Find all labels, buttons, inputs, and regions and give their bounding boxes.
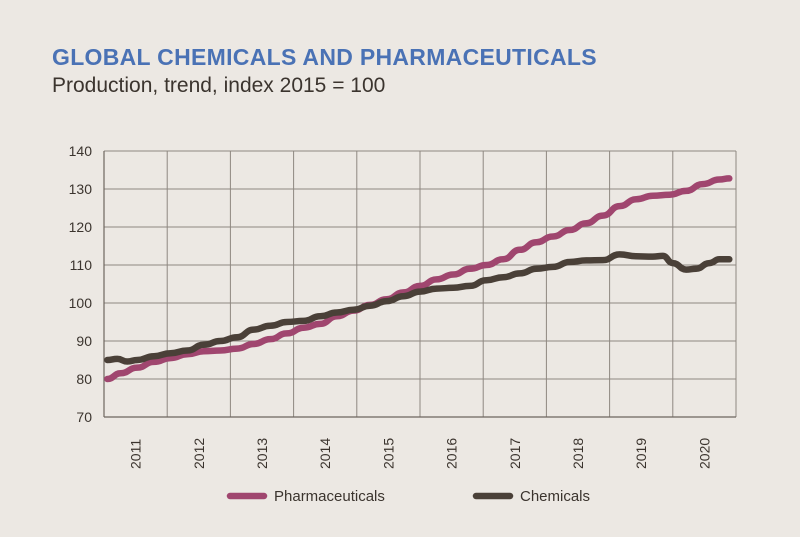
y-tick-label-90: 90 bbox=[76, 333, 92, 349]
x-tick-label-2017: 2017 bbox=[507, 438, 523, 469]
y-tick-label-80: 80 bbox=[76, 371, 92, 387]
x-tick-label-2018: 2018 bbox=[570, 438, 586, 469]
x-tick-label-2012: 2012 bbox=[191, 438, 207, 469]
y-tick-label-120: 120 bbox=[69, 219, 93, 235]
y-tick-label-130: 130 bbox=[69, 181, 93, 197]
x-tick-label-2011: 2011 bbox=[128, 439, 144, 469]
y-axis-ticks: 70 80 90 100 110 120 130 140 bbox=[69, 143, 93, 425]
x-tick-label-2013: 2013 bbox=[254, 438, 270, 469]
legend-label-chemicals: Chemicals bbox=[520, 488, 590, 505]
x-tick-label-2015: 2015 bbox=[380, 438, 396, 469]
y-tick-label-70: 70 bbox=[76, 409, 92, 425]
series-lines bbox=[104, 175, 733, 383]
x-tick-label-2019: 2019 bbox=[633, 438, 649, 469]
y-tick-label-140: 140 bbox=[69, 143, 93, 159]
x-tick-label-2016: 2016 bbox=[444, 438, 460, 469]
chart-subtitle: Production, trend, index 2015 = 100 bbox=[52, 74, 386, 97]
legend: Pharmaceuticals Chemicals bbox=[226, 488, 590, 505]
x-tick-label-2020: 2020 bbox=[696, 438, 712, 469]
chart-title: GLOBAL CHEMICALS AND PHARMACEUTICALS bbox=[52, 44, 597, 70]
x-tick-label-2014: 2014 bbox=[317, 438, 333, 469]
grid-lines bbox=[103, 150, 737, 418]
x-axis-ticks: 2011 2012 2013 2014 2015 2016 2017 2018 2019 2020 bbox=[128, 438, 713, 469]
y-tick-label-110: 110 bbox=[70, 257, 93, 273]
series-line-chemicals bbox=[104, 251, 733, 365]
legend-label-pharmaceuticals: Pharmaceuticals bbox=[274, 488, 385, 505]
y-tick-label-100: 100 bbox=[69, 295, 93, 311]
series-line-pharmaceuticals bbox=[104, 175, 733, 383]
